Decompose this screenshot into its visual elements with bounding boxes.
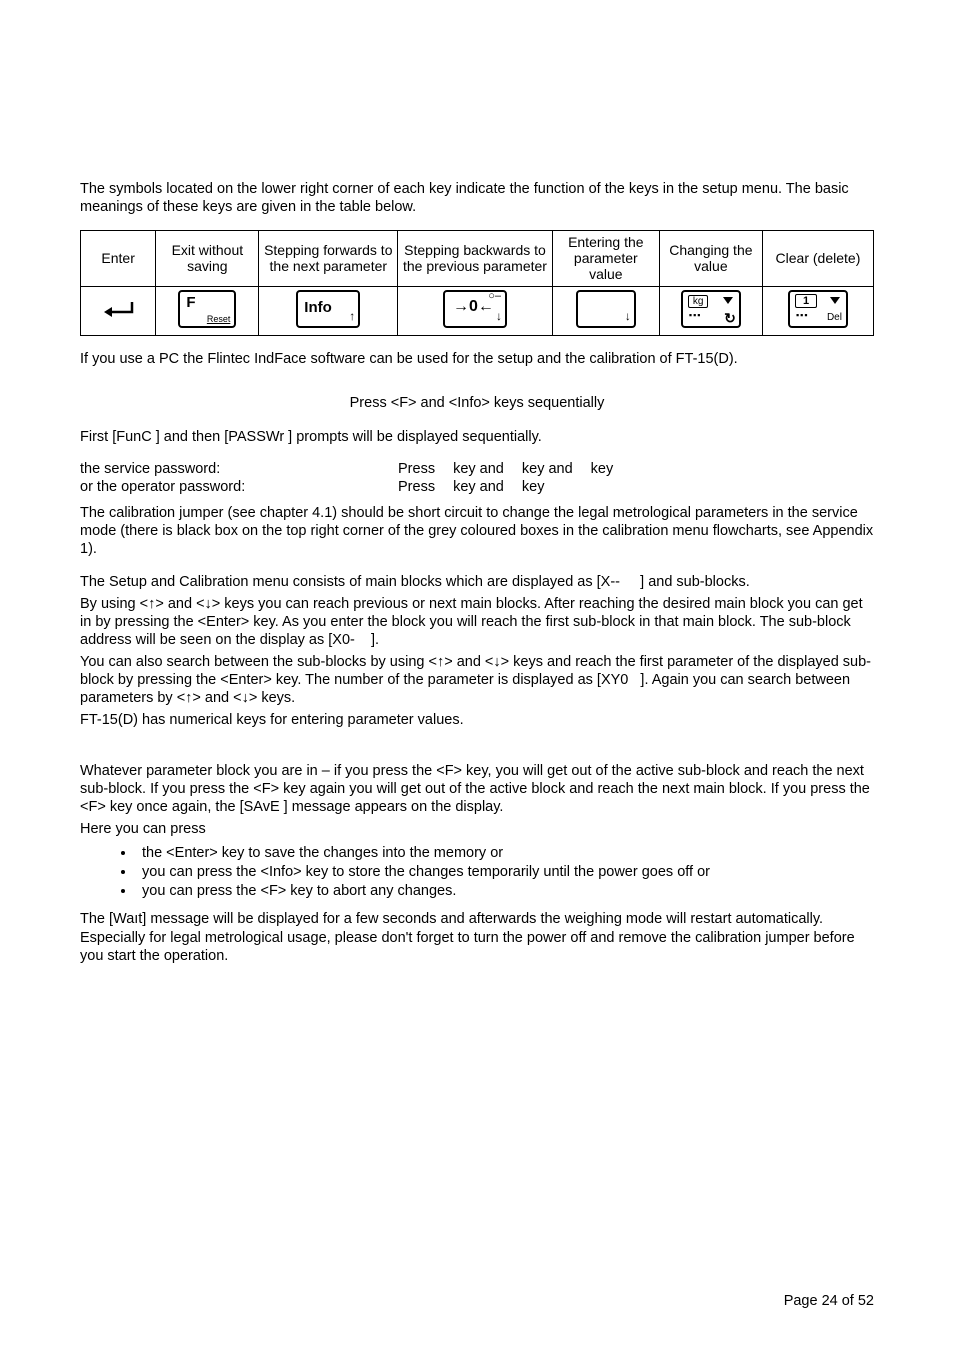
key-sub-label: Reset bbox=[207, 314, 231, 324]
small-circle-icon: ○– bbox=[488, 290, 501, 303]
up-arrow-icon: ↑ bbox=[349, 310, 355, 324]
setup-menu-p2: By using <↑> and <↓> keys you can reach … bbox=[80, 595, 874, 649]
after-table-note: If you use a PC the Flintec IndFace soft… bbox=[80, 350, 874, 368]
pw-cell: Press bbox=[398, 478, 453, 496]
calibration-jumper-note: The calibration jumper (see chapter 4.1)… bbox=[80, 504, 874, 558]
list-item: you can press the <F> key to abort any c… bbox=[136, 882, 874, 900]
col-header: Clear (delete) bbox=[762, 231, 873, 286]
key-functions-table: Enter Exit without saving Stepping forwa… bbox=[80, 230, 874, 335]
down-arrow-icon: ↓ bbox=[625, 310, 631, 324]
page-footer: Page 24 of 52 bbox=[784, 1292, 874, 1310]
zero-key-icon: →0← ○– ↓ bbox=[398, 286, 553, 335]
pw-label: the service password: bbox=[80, 460, 398, 478]
pw-label: or the operator password: bbox=[80, 478, 398, 496]
col-header: Stepping backwards to the previous param… bbox=[398, 231, 553, 286]
list-item: the <Enter> key to save the changes into… bbox=[136, 844, 874, 862]
col-header: Exit without saving bbox=[156, 231, 259, 286]
kg-badge: kg bbox=[688, 295, 709, 308]
whatever-block-p: Whatever parameter block you are in – if… bbox=[80, 762, 874, 816]
wait-message-note: The [Waıt] message will be displayed for… bbox=[80, 910, 874, 964]
col-header: Enter bbox=[81, 231, 156, 286]
dots-icon: ▪▪▪ bbox=[689, 310, 702, 320]
pw-cell: key and bbox=[453, 460, 522, 478]
kg-key-icon: kg ↻ ▪▪▪ bbox=[659, 286, 762, 335]
col-header: Stepping forwards to the next parameter bbox=[259, 231, 398, 286]
save-options-list: the <Enter> key to save the changes into… bbox=[80, 844, 874, 900]
setup-menu-p4: FT-15(D) has numerical keys for entering… bbox=[80, 711, 874, 729]
setup-menu-p3: You can also search between the sub-bloc… bbox=[80, 653, 874, 707]
value-entry-key-icon: ↓ bbox=[552, 286, 659, 335]
prompts-line: First [FunC ] and then [PASSWr ] prompts… bbox=[80, 428, 874, 446]
table-row: F Reset Info ↑ →0← ○– ↓ ↓ bbox=[81, 286, 874, 335]
pw-cell bbox=[591, 478, 632, 496]
f-reset-key-icon: F Reset bbox=[156, 286, 259, 335]
pw-cell: key bbox=[591, 460, 632, 478]
pw-cell: Press bbox=[398, 460, 453, 478]
table-row: Enter Exit without saving Stepping forwa… bbox=[81, 231, 874, 286]
down-arrow-icon: ↓ bbox=[496, 310, 502, 324]
refresh-icon: ↻ bbox=[724, 310, 736, 326]
setup-menu-p1: The Setup and Calibration menu consists … bbox=[80, 573, 874, 591]
col-header: Entering the parameter value bbox=[552, 231, 659, 286]
intro-paragraph: The symbols located on the lower right c… bbox=[80, 180, 874, 216]
dots-icon: ▪▪▪ bbox=[796, 310, 809, 320]
press-keys-instruction: Press <F> and <Info> keys sequentially bbox=[80, 394, 874, 412]
pw-cell: key bbox=[522, 478, 591, 496]
pw-cell: key and bbox=[453, 478, 522, 496]
pw-cell: key and bbox=[522, 460, 591, 478]
info-key-icon: Info ↑ bbox=[259, 286, 398, 335]
key-main-label: F bbox=[186, 294, 195, 311]
password-table: the service password: Press key and key … bbox=[80, 460, 631, 496]
here-you-can-press: Here you can press bbox=[80, 820, 874, 838]
key-main-label: Info bbox=[304, 299, 332, 316]
col-header: Changing the value bbox=[659, 231, 762, 286]
list-item: you can press the <Info> key to store th… bbox=[136, 863, 874, 881]
table-row: the service password: Press key and key … bbox=[80, 460, 631, 478]
enter-key-icon bbox=[81, 286, 156, 335]
one-badge: 1 bbox=[795, 294, 817, 308]
del-label: Del bbox=[827, 312, 842, 324]
table-row: or the operator password: Press key and … bbox=[80, 478, 631, 496]
del-key-icon: 1 ▪▪▪ Del bbox=[762, 286, 873, 335]
